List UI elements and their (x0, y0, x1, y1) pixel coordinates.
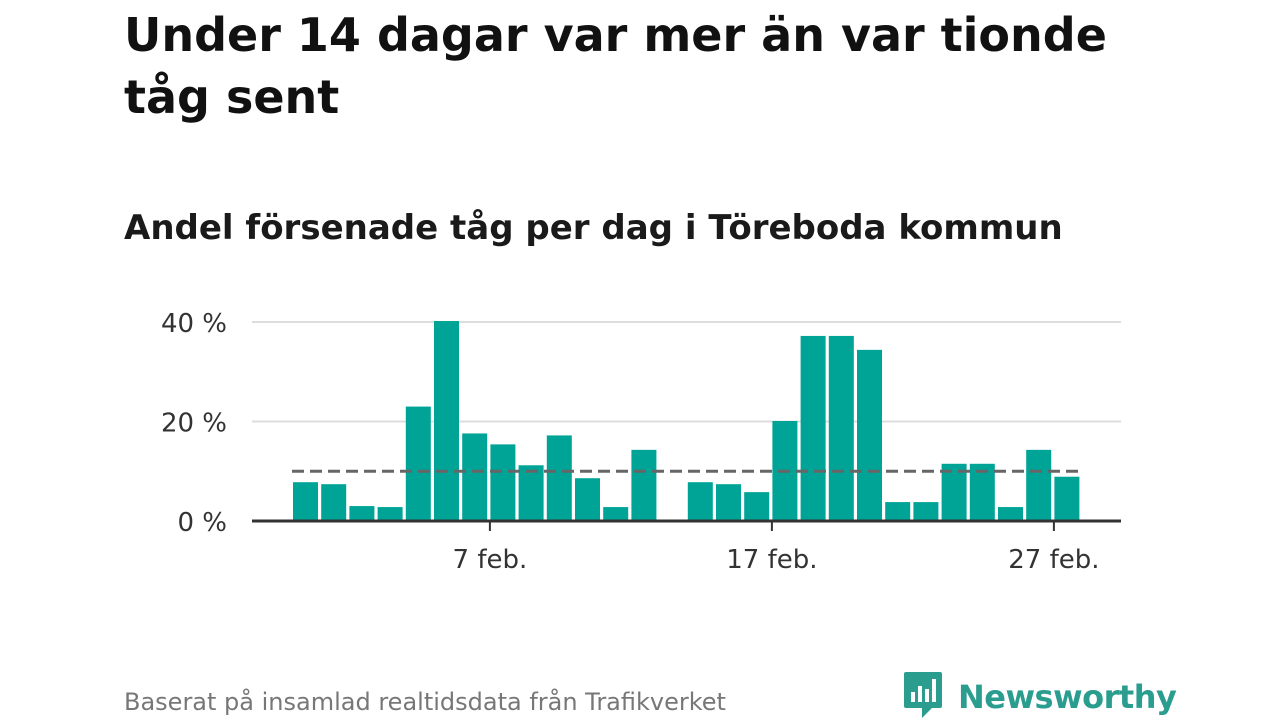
bar (603, 507, 629, 521)
brand-name: Newsworthy (958, 678, 1177, 716)
y-tick-label: 20 % (161, 409, 227, 439)
bar (293, 482, 318, 521)
chart-title: Under 14 dagar var mer än var tionde tåg… (124, 8, 1107, 124)
x-tick-label: 17 feb. (726, 545, 817, 575)
bar (687, 482, 713, 521)
bar (462, 433, 488, 521)
bar (349, 506, 375, 521)
bar (405, 406, 431, 521)
x-tick-label: 27 feb. (1008, 545, 1099, 575)
bar (969, 463, 995, 521)
x-tick-label: 7 feb. (453, 545, 528, 575)
bar (941, 463, 967, 521)
bar (828, 335, 854, 521)
bar (744, 492, 770, 521)
bar (631, 449, 657, 521)
source-note: Baserat på insamlad realtidsdata från Tr… (124, 688, 726, 716)
newsworthy-logo-icon (902, 670, 944, 724)
bar (377, 507, 403, 521)
y-tick-label: 40 % (161, 309, 227, 339)
bar (490, 444, 516, 521)
bar (857, 349, 882, 521)
bar (998, 507, 1023, 521)
bar (546, 435, 572, 521)
gridlines (252, 321, 1121, 423)
bar (885, 502, 911, 521)
bar (518, 465, 544, 521)
x-axis: 7 feb. 17 feb. 27 feb. (252, 519, 1121, 575)
bar (800, 335, 826, 521)
bar (575, 478, 600, 521)
y-tick-label: 0 % (177, 508, 227, 538)
bars (293, 321, 1080, 521)
bar (716, 484, 741, 521)
chart-subtitle: Andel försenade tåg per dag i Töreboda k… (124, 208, 1063, 248)
bar (1054, 476, 1080, 521)
bar (321, 484, 347, 521)
bar (434, 321, 459, 521)
y-axis-labels: 0 % 20 % 40 % (161, 309, 227, 538)
bar (913, 502, 939, 521)
brand: Newsworthy (902, 670, 1177, 724)
bar (1026, 449, 1052, 521)
